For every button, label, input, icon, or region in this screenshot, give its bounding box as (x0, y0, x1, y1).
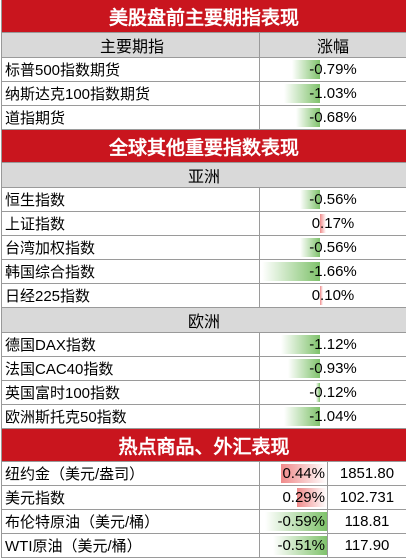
commodity-change-cell: 0.29% (260, 486, 328, 509)
commodity-price: 118.81 (344, 513, 390, 530)
commodity-name: 美元指数 (2, 486, 260, 509)
index-name: 道指期货 (2, 106, 260, 129)
asia-subheader: 亚洲 (2, 163, 406, 188)
table-row: 纽约金（美元/盎司） 0.44% 1851.80 (2, 462, 406, 486)
index-name: 法国CAC40指数 (2, 357, 260, 380)
index-name: 纳斯达克100指数期货 (2, 82, 260, 105)
index-change-value: 0.17% (311, 215, 355, 232)
index-change-value: -0.56% (309, 239, 357, 256)
commodity-change-value: 0.44% (282, 465, 325, 482)
europe-rows: 德国DAX指数 -1.12% 法国CAC40指数 -0.93% 英国富时100指数 -0.… (2, 333, 406, 429)
index-name: 德国DAX指数 (2, 333, 260, 356)
table-row: 日经225指数 0.10% (2, 284, 406, 308)
commodity-name: 纽约金（美元/盎司） (2, 462, 260, 485)
change-bar (265, 512, 327, 531)
index-name: 韩国综合指数 (2, 260, 260, 283)
change-bar (296, 488, 327, 507)
index-change-cell: -0.12% (260, 381, 406, 404)
commodity-name: WTI原油（美元/桶） (2, 534, 260, 557)
table-row: 台湾加权指数 -0.56% (2, 236, 406, 260)
table-row: 标普500指数期货 -0.79% (2, 58, 406, 82)
table-row: 上证指数 0.17% (2, 212, 406, 236)
table-row: 美元指数 0.29% 102.731 (2, 486, 406, 510)
table-row: 恒生指数 -0.56% (2, 188, 406, 212)
index-change-cell: -1.12% (260, 333, 406, 356)
index-name: 上证指数 (2, 212, 260, 235)
us-section-title: 美股盘前主要期指表现 (2, 0, 406, 33)
commodity-change-value: 0.29% (282, 489, 325, 506)
index-change-cell: -0.79% (260, 58, 406, 81)
index-change-value: -1.04% (309, 408, 357, 425)
change-bar (280, 464, 327, 483)
index-change-cell: -1.04% (260, 405, 406, 428)
column-header-change: 涨幅 (316, 39, 349, 56)
index-change-value: -1.03% (309, 85, 357, 102)
index-name: 日经225指数 (2, 284, 260, 307)
table-row: 韩国综合指数 -1.66% (2, 260, 406, 284)
commodity-rows: 纽约金（美元/盎司） 0.44% 1851.80 美元指数 0.29% 102.731 布伦… (2, 462, 406, 558)
change-bar (283, 407, 320, 426)
index-change-cell: 0.10% (260, 284, 406, 307)
table-row: 欧洲斯托克50指数 -1.04% (2, 405, 406, 429)
index-change-cell: -1.66% (260, 260, 406, 283)
change-bar (320, 214, 326, 233)
table-row: 纳斯达克100指数期货 -1.03% (2, 82, 406, 106)
change-bar (280, 335, 320, 354)
index-name: 台湾加权指数 (2, 236, 260, 259)
commodity-change-cell: -0.51% (260, 534, 328, 557)
commodity-price: 1851.80 (339, 465, 395, 482)
index-change-value: -0.12% (309, 384, 357, 401)
table-row: 英国富时100指数 -0.12% (2, 381, 406, 405)
index-change-value: -0.68% (309, 109, 357, 126)
change-bar (287, 359, 320, 378)
table-row: 道指期货 -0.68% (2, 106, 406, 130)
change-bar (262, 262, 320, 281)
change-bar (320, 286, 324, 305)
commodity-section-title: 热点商品、外汇表现 (2, 429, 406, 462)
index-name: 标普500指数期货 (2, 58, 260, 81)
commodity-price: 102.731 (339, 489, 395, 506)
index-change-value: -1.66% (309, 263, 357, 280)
index-change-value: -1.12% (309, 336, 357, 353)
commodity-price: 117.90 (344, 537, 390, 554)
index-change-cell: -0.68% (260, 106, 406, 129)
column-header-name: 主要期指 (2, 33, 260, 57)
global-section-title: 全球其他重要指数表现 (2, 130, 406, 163)
index-change-cell: -0.56% (260, 188, 406, 211)
asia-label: 亚洲 (187, 169, 220, 186)
europe-subheader: 欧洲 (2, 308, 406, 333)
commodity-change-value: -0.59% (277, 513, 325, 530)
index-change-cell: -0.93% (260, 357, 406, 380)
europe-label: 欧洲 (187, 314, 220, 331)
index-change-value: 0.10% (311, 287, 355, 304)
index-change-value: -0.56% (309, 191, 357, 208)
table-row: 布伦特原油（美元/桶） -0.59% 118.81 (2, 510, 406, 534)
commodity-name: 布伦特原油（美元/桶） (2, 510, 260, 533)
table-row: WTI原油（美元/桶） -0.51% 117.90 (2, 534, 406, 558)
index-name: 恒生指数 (2, 188, 260, 211)
commodity-change-cell: -0.59% (260, 510, 328, 533)
table-row: 德国DAX指数 -1.12% (2, 333, 406, 357)
table-header-row: 主要期指 涨幅 (2, 33, 406, 58)
index-change-value: -0.79% (309, 61, 357, 78)
change-bar (300, 238, 320, 257)
index-name: 欧洲斯托克50指数 (2, 405, 260, 428)
index-change-cell: 0.17% (260, 212, 406, 235)
change-bar (315, 383, 320, 402)
us-rows: 标普500指数期货 -0.79% 纳斯达克100指数期货 -1.03% 道指期货 -0.6… (2, 58, 406, 130)
change-bar (292, 60, 320, 79)
index-change-cell: -0.56% (260, 236, 406, 259)
change-bar (300, 190, 320, 209)
commodity-change-cell: 0.44% (260, 462, 328, 485)
index-change-value: -0.93% (309, 360, 357, 377)
table-row: 法国CAC40指数 -0.93% (2, 357, 406, 381)
index-name: 英国富时100指数 (2, 381, 260, 404)
change-bar (296, 108, 320, 127)
asia-rows: 恒生指数 -0.56% 上证指数 0.17% 台湾加权指数 -0.56% 韩国综合指数 -1.… (2, 188, 406, 308)
index-change-cell: -1.03% (260, 82, 406, 105)
change-bar (284, 84, 320, 103)
